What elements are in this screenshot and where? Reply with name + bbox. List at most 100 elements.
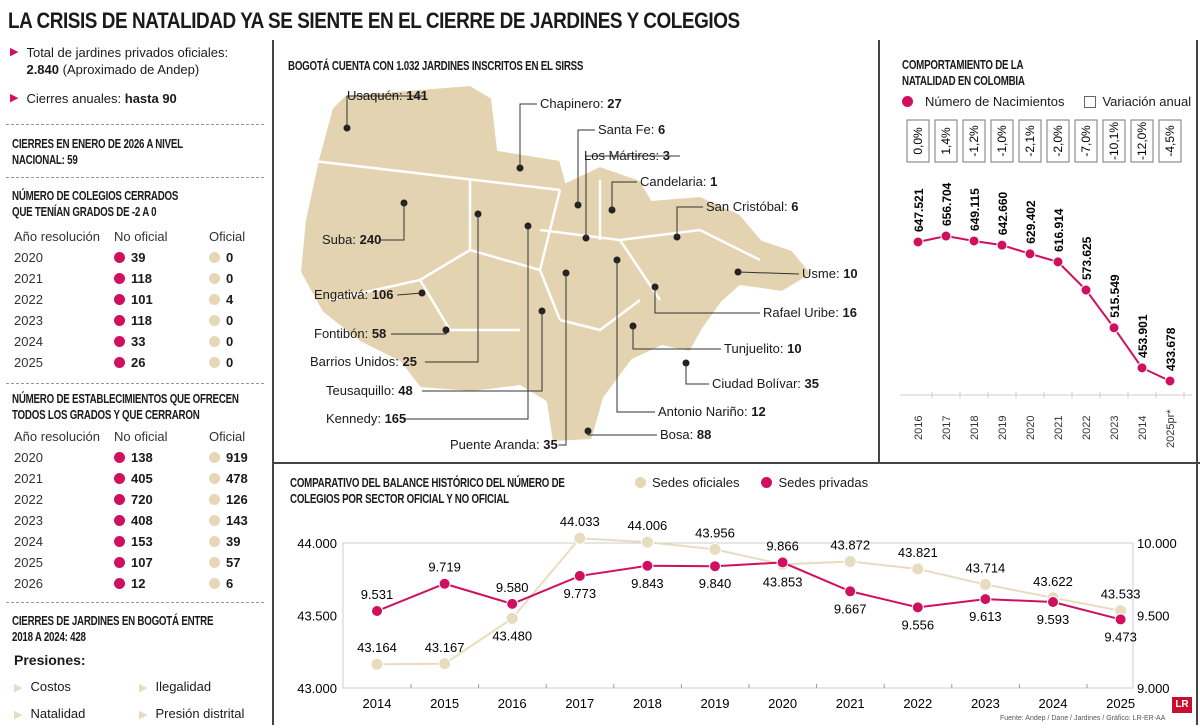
presion-item: ▶ Presión distrital [139,701,269,728]
x-tick-label: 2017 [941,416,953,440]
jardines-title: CIERRES DE JARDINES EN BOGOTÁ ENTRE 2018… [12,613,214,644]
data-point [438,657,452,671]
data-point [505,611,519,625]
bullet-text: Cierres anuales: [26,91,122,106]
data-label: 647.521 [912,188,926,232]
locality-leader [380,203,405,241]
data-point [1080,284,1092,296]
locality-name: Chapinero [540,96,600,111]
divider [6,383,264,384]
data-label: 44.006 [628,518,668,533]
locality-name: Kennedy [326,411,378,426]
column-header: No oficial [114,229,168,244]
locality-value: 240 [359,232,382,247]
data-point [843,555,857,569]
dot-icon [209,357,220,368]
x-tick-label: 2020 [1025,416,1037,440]
triangle-icon: ▶ [139,709,148,721]
dot-icon [209,252,220,263]
x-tick-label: 2014 [1137,416,1149,440]
locality-label: Rafael Uribe: 16 [763,305,857,320]
divider [878,40,880,464]
presiones-label: Presiones: [14,652,86,668]
locality-value: 1 [710,174,718,189]
x-tick-label: 2019 [701,696,730,711]
no-oficial-cell: 118 [114,268,209,289]
dot-icon [114,473,125,484]
x-tick-label: 2018 [633,696,662,711]
locality-leader [616,260,655,413]
locality-label: Tunjuelito: 10 [724,341,802,356]
table-row: 2021 118 0 [14,268,245,289]
bullet-text: Total de jardines privados oficiales: [26,45,229,60]
locality-leader [424,214,479,363]
year-cell: 2024 [14,534,43,549]
lr-logo: LR [1172,697,1192,713]
dot-icon [114,336,125,347]
data-label: 573.625 [1080,236,1094,280]
locality-leader [346,95,424,128]
dot-icon [209,273,220,284]
data-point [708,542,722,556]
variacion-label: -1,0% [995,125,1009,157]
variacion-label: 0,0% [911,127,925,155]
dot-icon [114,536,125,547]
dot-icon [114,557,125,568]
data-label: 43.480 [492,628,532,643]
locality-label: Usaquén: 141 [347,88,428,103]
table-row: 2025 107 57 [14,552,248,573]
dot-icon [209,515,220,526]
x-tick-label: 2021 [836,696,865,711]
data-label: 642.660 [996,191,1010,235]
x-tick-label: 2021 [1053,416,1065,440]
oficial-cell: 0 [209,310,245,331]
legend-label: Número de Nacimientos [925,94,1065,109]
oficial-cell: 126 [209,489,248,510]
bullet-value: hasta 90 [124,91,177,106]
estab-title: NÚMERO DE ESTABLECIMIENTOS QUE OFRECEN T… [12,391,239,422]
oficial-cell: 478 [209,468,248,489]
locality-label: Teusaquillo: 48 [326,383,413,398]
no-oficial-cell: 26 [114,352,209,373]
data-point [912,236,924,248]
locality-name: Teusaquillo [326,383,392,398]
locality-name: Suba [322,232,353,247]
table-row: 2024 153 39 [14,531,248,552]
variacion-label: -4,5% [1163,125,1177,157]
locality-leader [391,330,447,335]
data-label: 9.667 [834,601,867,616]
no-oficial-cell: 12 [114,573,209,594]
data-point [968,235,980,247]
locality-leader [577,129,595,205]
locality-leader [587,431,657,436]
x-tick-label: 2016 [913,416,925,440]
data-point [371,605,383,618]
dot-icon [209,536,220,547]
variacion-label: -2,0% [1051,125,1065,157]
locality-label: Fontibón: 58 [314,326,387,341]
locality-value: 3 [662,148,670,163]
year-cell: 2021 [14,271,43,286]
data-point [506,597,519,610]
locality-value: 35 [804,376,819,391]
locality-label: San Cristóbal: 6 [706,199,799,214]
locality-label: Candelaria: 1 [640,174,718,189]
legend-box-icon [1084,95,1097,108]
estab-table: Año resolución No oficial Oficial 2020 138 91… [14,426,248,594]
x-tick-label: 2022 [1081,416,1093,440]
table-row: 2020 39 0 [14,247,245,268]
left-axis-label: 44.000 [297,536,337,551]
locality-label: Santa Fe: 6 [598,122,666,137]
dot-icon [209,557,220,568]
year-cell: 2026 [14,576,43,591]
data-label: 453.901 [1136,314,1150,358]
dot-icon [209,452,220,463]
variacion-label: 1,4% [939,127,953,155]
locality-name: Santa Fe [598,122,651,137]
data-point [641,559,654,572]
table-header: Año resolución No oficial Oficial [14,226,245,247]
triangle-icon: ▶ [14,682,23,694]
x-tick-label: 2025 [1106,696,1135,711]
right-axis-label: 9.500 [1137,609,1170,624]
left-axis-label: 43.000 [297,681,337,696]
